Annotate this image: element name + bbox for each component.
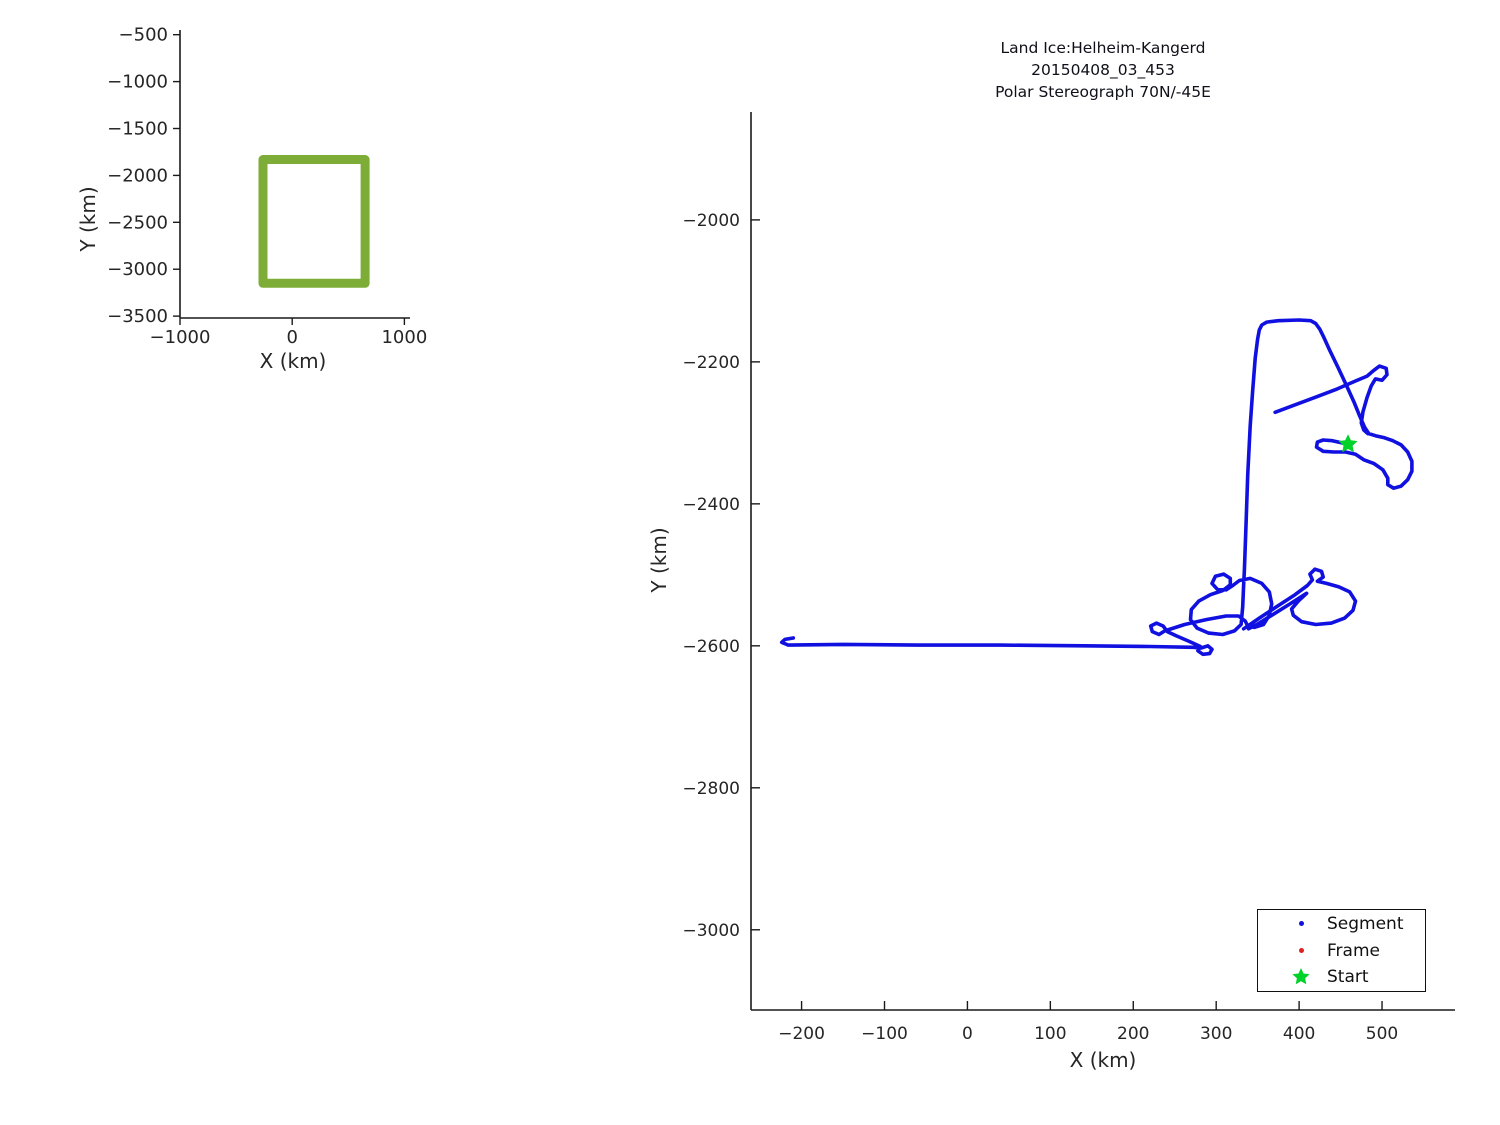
main-x-tick-label: 0 [962, 1024, 973, 1044]
main-x-tick-label: 300 [1200, 1024, 1232, 1044]
legend-item-segment: Segment [1258, 911, 1425, 937]
segment-track-east-loops [1241, 567, 1358, 631]
main-plot-title: Land Ice:Helheim-Kangerd 20150408_03_453… [995, 37, 1211, 103]
main-x-tick-label: 500 [1366, 1024, 1398, 1044]
title-line-flight-id: 20150408_03_453 [1031, 61, 1175, 79]
overview-x-tick-label: 0 [286, 327, 297, 348]
main-y-tick-label: −2000 [682, 211, 740, 231]
main-x-tick-label: 200 [1117, 1024, 1149, 1044]
overview-y-tick-label: −2000 [107, 165, 168, 186]
overview-x-axis-label: X (km) [259, 349, 327, 373]
main-y-tick-label: −2600 [682, 637, 740, 657]
coverage-box-outline [258, 155, 370, 288]
overview-y-tick-label: −1500 [107, 119, 168, 140]
title-line-projection: Polar Stereograph 70N/-45E [995, 83, 1211, 101]
legend-label-frame: Frame [1327, 940, 1380, 961]
segment-dot-icon [1289, 921, 1313, 927]
main-x-tick-label: 400 [1283, 1024, 1315, 1044]
main-x-tick-label: 100 [1034, 1024, 1066, 1044]
main-x-tick-label: −100 [861, 1024, 908, 1044]
overview-x-tick-label: 1000 [381, 327, 427, 348]
overview-x-tick-label: −1000 [150, 327, 211, 348]
overview-y-tick-label: −2500 [107, 212, 168, 233]
overview-y-tick-label: −3500 [107, 306, 168, 327]
overview-y-axis-label: Y (km) [76, 186, 100, 252]
main-y-axis-label: Y (km) [647, 527, 671, 593]
main-y-tick-label: −2800 [682, 779, 740, 799]
segment-track-cross-diagonal [1273, 364, 1389, 436]
segment-track-main [779, 318, 1414, 657]
overview-y-tick-label: −500 [119, 25, 168, 46]
frame-dot-icon [1289, 948, 1313, 953]
start-star-icon [1289, 966, 1313, 988]
legend: Segment Frame Start [1257, 909, 1426, 992]
start-marker [1338, 434, 1358, 453]
main-y-tick-label: −2200 [682, 353, 740, 373]
main-x-tick-label: −200 [778, 1024, 825, 1044]
legend-item-frame: Frame [1258, 938, 1425, 964]
overview-y-tick-label: −1000 [107, 72, 168, 93]
legend-label-segment: Segment [1327, 913, 1404, 934]
overview-plot: −1000 0 1000 −500 −1000 −1500 −2000 −2500 −3000 −… [107, 25, 427, 348]
main-y-tick-label: −3000 [682, 921, 740, 941]
main-y-tick-label: −2400 [682, 495, 740, 515]
legend-label-start: Start [1327, 967, 1369, 988]
title-line-project: Land Ice:Helheim-Kangerd [1000, 39, 1206, 57]
main-plot: −200 −100 0 100 200 300 400 500 −2000 −2200 −2400 −… [682, 112, 1455, 1044]
main-x-axis-label: X (km) [1069, 1048, 1137, 1072]
overview-y-tick-label: −3000 [107, 259, 168, 280]
legend-item-start: Start [1258, 964, 1425, 990]
